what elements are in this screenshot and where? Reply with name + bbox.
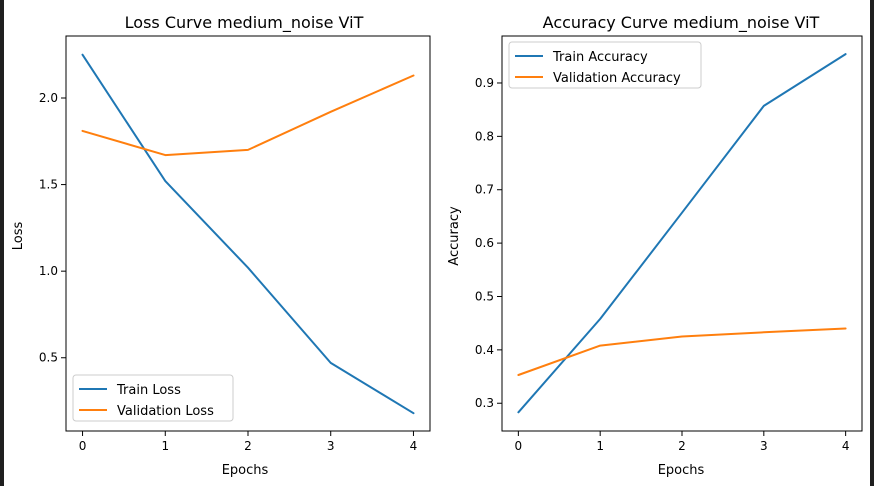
- accuracy-y-tick-label: 0.6: [475, 236, 494, 250]
- accuracy-x-tick-label: 0: [515, 439, 523, 453]
- accuracy-chart-title: Accuracy Curve medium_noise ViT: [543, 13, 820, 33]
- loss-chart-xlabel: Epochs: [222, 463, 269, 478]
- loss-y-tick-label: 1.0: [39, 264, 58, 278]
- accuracy-y-tick-label: 0.3: [475, 396, 494, 410]
- accuracy-x-tick-label: 3: [760, 439, 768, 453]
- loss-y-tick-label: 1.5: [39, 178, 58, 192]
- loss-legend-label-validation: Validation Loss: [117, 404, 214, 419]
- loss-chart: Loss Curve medium_noise ViT Epochs Loss …: [11, 13, 431, 478]
- accuracy-legend: [508, 41, 702, 89]
- loss-chart-title: Loss Curve medium_noise ViT: [125, 13, 364, 33]
- accuracy-y-tick-label: 0.4: [475, 343, 494, 357]
- accuracy-y-tick-label: 0.8: [475, 129, 494, 143]
- accuracy-legend-label-train: Train Accuracy: [552, 50, 648, 65]
- loss-y-tick-label: 2.0: [39, 91, 58, 105]
- loss-y-tick-label: 0.5: [39, 351, 58, 365]
- loss-x-tick-label: 3: [327, 439, 335, 453]
- loss-chart-ylabel: Loss: [11, 222, 26, 251]
- accuracy-chart-xlabel: Epochs: [658, 463, 705, 478]
- accuracy-x-tick-label: 2: [678, 439, 686, 453]
- accuracy-y-tick-label: 0.7: [475, 183, 494, 197]
- accuracy-chart: Accuracy Curve medium_noise ViT Epochs A…: [447, 13, 863, 478]
- accuracy-legend-label-validation: Validation Accuracy: [553, 71, 681, 86]
- loss-x-tick-label: 0: [79, 439, 87, 453]
- loss-legend: [72, 374, 234, 422]
- accuracy-y-tick-label: 0.9: [475, 76, 494, 90]
- loss-x-tick-label: 2: [244, 439, 252, 453]
- accuracy-x-tick-label: 4: [842, 439, 850, 453]
- loss-legend-label-train: Train Loss: [116, 383, 181, 398]
- accuracy-y-tick-label: 0.5: [475, 289, 494, 303]
- accuracy-x-tick-label: 1: [596, 439, 604, 453]
- accuracy-chart-ylabel: Accuracy: [447, 206, 462, 266]
- loss-x-tick-label: 1: [161, 439, 169, 453]
- loss-x-tick-label: 4: [410, 439, 418, 453]
